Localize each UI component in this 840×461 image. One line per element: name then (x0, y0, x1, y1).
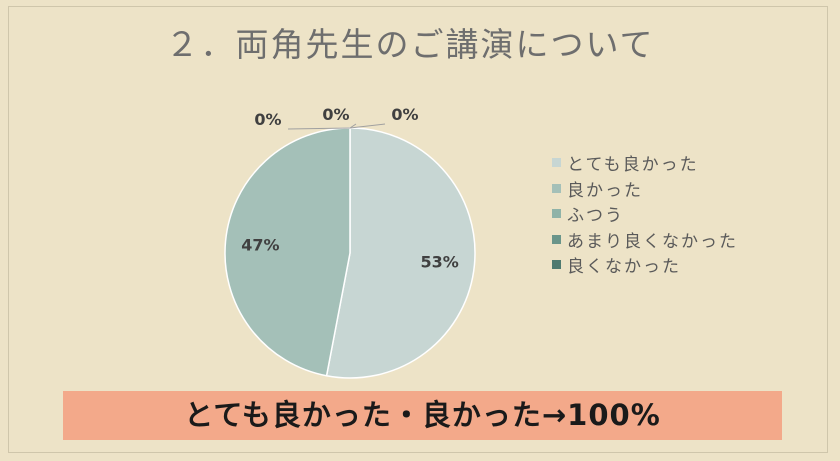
chart-frame (8, 6, 828, 453)
legend-label: 良くなかった (567, 257, 681, 278)
slice-label: 47% (241, 236, 279, 255)
legend-item: 良かった (552, 176, 738, 202)
legend-item: あまり良くなかった (552, 227, 738, 253)
legend-swatch (552, 183, 561, 193)
legend-label: とても良かった (567, 155, 699, 176)
legend-swatch (552, 260, 561, 270)
pie-slice (224, 127, 351, 377)
legend-swatch (552, 209, 561, 219)
summary-banner: とても良かった・良かった→100% (63, 391, 782, 440)
leader-line (349, 123, 357, 129)
slice-label: 53% (420, 252, 458, 271)
slice-label: 0% (391, 105, 418, 124)
chart-legend: とても良かった 良かったふつうあまり良くなかった 良くなかった (552, 150, 738, 278)
legend-item: とても良かった (552, 150, 738, 176)
chart-title: ２．両角先生のご講演について (165, 25, 655, 64)
legend-swatch (552, 234, 561, 244)
legend-swatch (552, 158, 561, 168)
legend-item: 良くなかった (552, 252, 738, 278)
leader-line (349, 123, 386, 129)
leader-line (287, 127, 351, 130)
slice-label: 0% (322, 105, 349, 124)
legend-label: あまり良くなかった (567, 231, 738, 252)
pie-slice (325, 127, 476, 379)
legend-label: 良かった (567, 180, 643, 201)
legend-item: ふつう (552, 201, 738, 227)
legend-label: ふつう (567, 206, 624, 227)
slice-label: 0% (254, 110, 281, 129)
